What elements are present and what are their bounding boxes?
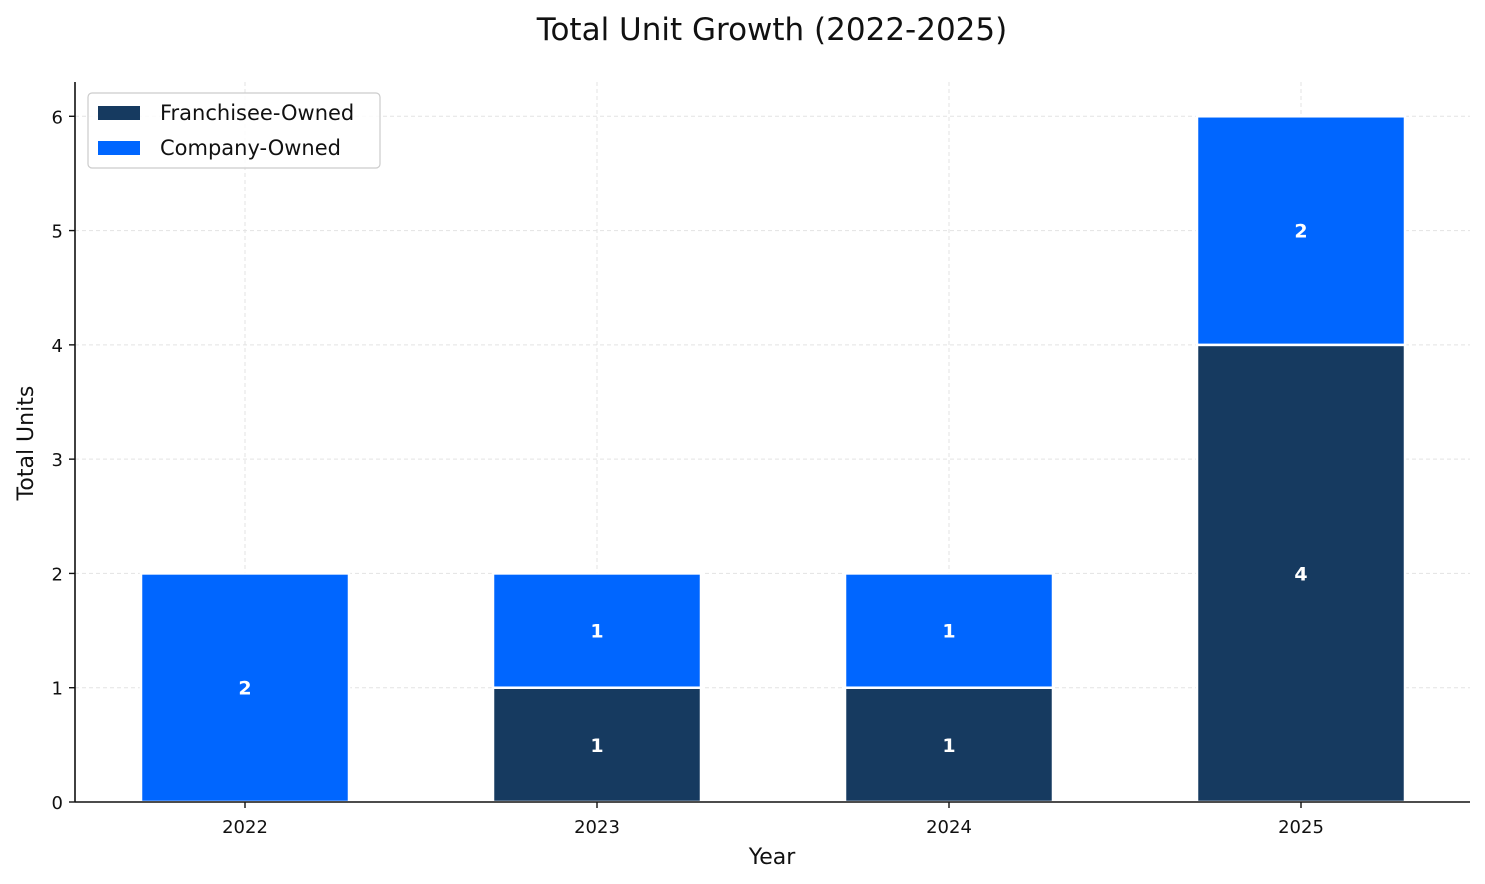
y-tick-label: 5 — [52, 222, 63, 243]
bar-data-label: 2 — [1294, 221, 1307, 243]
y-tick-label: 6 — [52, 107, 63, 128]
x-tick-label: 2022 — [222, 817, 268, 838]
x-tick-label: 2024 — [926, 817, 972, 838]
bar-data-label: 1 — [590, 621, 603, 643]
bar-company-owned-2022 — [139, 572, 351, 804]
bar-company-owned-2023 — [491, 572, 703, 689]
legend-label: Franchisee-Owned — [160, 101, 354, 125]
legend-swatch — [98, 141, 140, 155]
bar-data-label: 1 — [590, 735, 603, 757]
bar-data-label: 2 — [238, 678, 251, 700]
axes: 0 1 2 3 4 5 6 2022 2023 2024 2025 — [52, 82, 1470, 838]
y-axis-label: Total Units — [14, 386, 39, 502]
bar-franchisee-owned-2023 — [491, 686, 703, 804]
legend: Franchisee-Owned Company-Owned — [87, 92, 381, 169]
y-tick-label: 3 — [52, 450, 63, 471]
x-tick-label: 2025 — [1278, 817, 1324, 838]
y-tick-label: 4 — [52, 336, 63, 357]
bar-data-label: 1 — [942, 735, 955, 757]
chart-title: Total Unit Growth (2022-2025) — [536, 12, 1007, 48]
bar-franchisee-owned-2025 — [1195, 343, 1407, 804]
x-axis-label: Year — [748, 845, 797, 870]
bars — [139, 115, 1407, 804]
bar-data-label: 1 — [942, 621, 955, 643]
legend-label: Company-Owned — [160, 136, 341, 160]
bar-data-label: 4 — [1294, 563, 1307, 585]
y-tick-label: 0 — [52, 793, 63, 814]
bar-company-owned-2025 — [1195, 115, 1407, 347]
y-tick-label: 2 — [52, 564, 63, 585]
bar-data-labels: 2 1 1 1 1 4 2 — [238, 221, 1307, 757]
y-tick-label: 1 — [52, 679, 63, 700]
legend-swatch — [98, 106, 140, 120]
bar-company-owned-2024 — [843, 572, 1055, 689]
x-tick-label: 2023 — [574, 817, 620, 838]
legend-box — [87, 92, 381, 169]
